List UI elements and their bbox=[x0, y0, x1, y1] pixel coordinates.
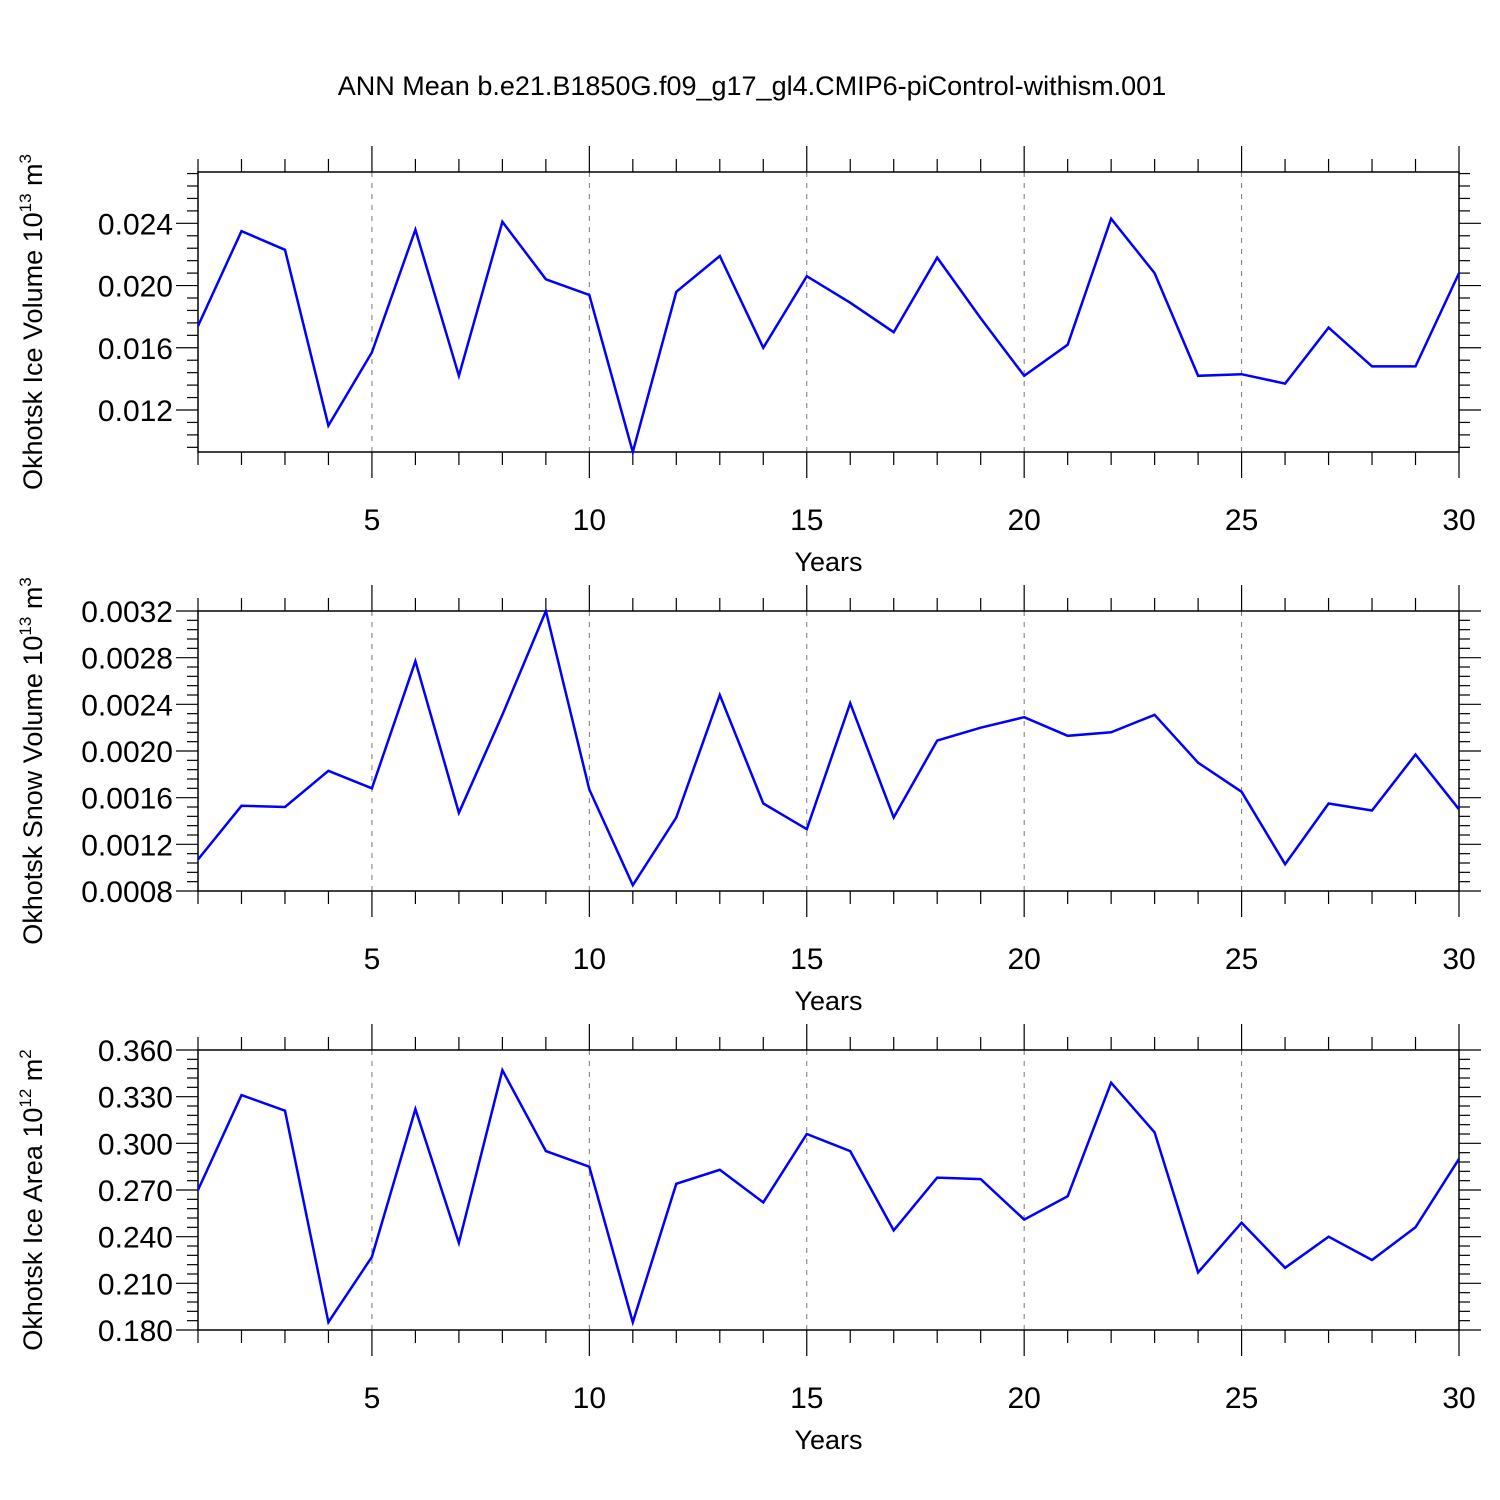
y-tick-label: 0.300 bbox=[98, 1128, 173, 1161]
x-tick-label: 15 bbox=[790, 504, 823, 537]
y-tick-label: 0.0032 bbox=[81, 596, 173, 629]
series-line bbox=[197, 607, 1460, 888]
plot-frame bbox=[197, 610, 1460, 892]
plot-frame bbox=[197, 1049, 1460, 1331]
y-tick-label: 0.210 bbox=[98, 1268, 173, 1301]
y-axis-title: Okhotsk Snow Volume 1013 m3 bbox=[16, 577, 48, 945]
series-line bbox=[196, 1066, 1461, 1327]
y-tick-label: 0.0028 bbox=[81, 643, 173, 676]
y-tick-label: 0.0008 bbox=[81, 876, 173, 909]
chart-panel-3: 0.180 0.210 0.240 0.270 0.300 0.330 0.360 5 10 15… bbox=[16, 1024, 1481, 1455]
y-tick-label: 0.016 bbox=[98, 333, 173, 366]
x-tick-label: 5 bbox=[364, 943, 381, 976]
y-tick-label: 0.240 bbox=[98, 1222, 173, 1255]
x-tick-label: 20 bbox=[1007, 1382, 1040, 1415]
y-tick-label: 0.270 bbox=[98, 1175, 173, 1208]
chart-panel-1: 0.012 0.016 0.020 0.024 5 10 15 20 25 30 Years Okho… bbox=[16, 146, 1481, 577]
y-tick-label: 0.0024 bbox=[81, 689, 173, 722]
x-tick-label: 25 bbox=[1225, 1382, 1258, 1415]
y-tick-label: 0.020 bbox=[98, 271, 173, 304]
y-axis-title: Okhotsk Ice Area 1012 m2 bbox=[16, 1049, 48, 1351]
plot-frame bbox=[197, 171, 1460, 453]
x-axis-title: Years bbox=[794, 986, 862, 1016]
chart-panels: 0.012 0.016 0.020 0.024 5 10 15 20 25 30 Years Okho… bbox=[16, 146, 1481, 1455]
x-tick-label: 10 bbox=[573, 504, 606, 537]
x-axis-title: Years bbox=[794, 1425, 862, 1455]
y-tick-label: 0.0012 bbox=[81, 829, 173, 862]
figure-title: ANN Mean b.e21.B1850G.f09_g17_gl4.CMIP6-… bbox=[338, 71, 1166, 101]
y-tick-label: 0.024 bbox=[98, 208, 173, 241]
x-tick-label: 25 bbox=[1225, 504, 1258, 537]
x-tick-label: 15 bbox=[790, 1382, 823, 1415]
x-tick-label: 30 bbox=[1442, 1382, 1475, 1415]
x-tick-label: 5 bbox=[364, 1382, 381, 1415]
chart-panel-2: 0.0008 0.0012 0.0016 0.0020 0.0024 0.0028 0.00… bbox=[16, 577, 1481, 1016]
x-tick-label: 20 bbox=[1007, 504, 1040, 537]
x-tick-label: 10 bbox=[573, 1382, 606, 1415]
y-tick-label: 0.330 bbox=[98, 1082, 173, 1115]
y-tick-label: 0.360 bbox=[98, 1035, 173, 1068]
y-tick-label: 0.180 bbox=[98, 1315, 173, 1348]
x-axis-title: Years bbox=[794, 547, 862, 577]
y-axis-title: Okhotsk Ice Volume 1013 m3 bbox=[16, 154, 48, 490]
x-tick-label: 15 bbox=[790, 943, 823, 976]
x-tick-label: 25 bbox=[1225, 943, 1258, 976]
y-tick-label: 0.0020 bbox=[81, 736, 173, 769]
x-tick-label: 10 bbox=[573, 943, 606, 976]
y-tick-label: 0.012 bbox=[98, 395, 173, 428]
y-tick-label: 0.0016 bbox=[81, 783, 173, 816]
x-tick-label: 30 bbox=[1442, 943, 1475, 976]
x-tick-label: 20 bbox=[1007, 943, 1040, 976]
x-tick-label: 5 bbox=[364, 504, 381, 537]
series-line bbox=[196, 216, 1461, 457]
x-tick-label: 30 bbox=[1442, 504, 1475, 537]
